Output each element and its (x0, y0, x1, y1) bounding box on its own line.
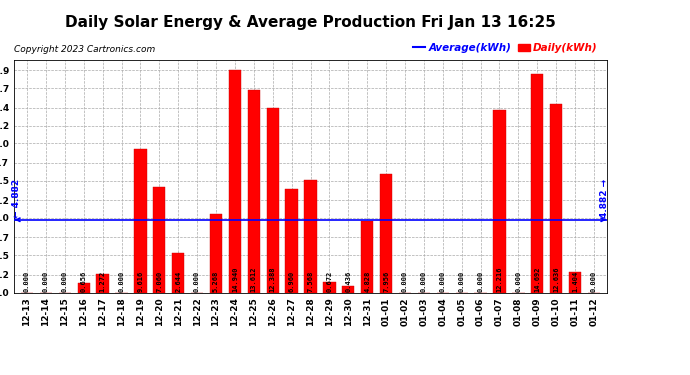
Bar (286, 189, 298, 292)
Text: 12.636: 12.636 (553, 266, 559, 292)
Bar (210, 214, 222, 292)
Text: 0.000: 0.000 (43, 270, 49, 292)
Bar (266, 108, 279, 292)
Text: ← 4.882: ← 4.882 (12, 179, 21, 218)
Bar (229, 70, 241, 292)
Text: 0.000: 0.000 (194, 270, 200, 292)
Bar (569, 272, 581, 292)
Text: 0.000: 0.000 (421, 270, 427, 292)
Bar (304, 180, 317, 292)
Text: 13.612: 13.612 (250, 266, 257, 292)
Bar (153, 187, 166, 292)
Bar (361, 220, 373, 292)
Text: 6.960: 6.960 (288, 270, 295, 292)
Text: 0.000: 0.000 (591, 270, 597, 292)
Bar (550, 104, 562, 292)
Text: 7.060: 7.060 (157, 270, 162, 292)
Bar (323, 282, 335, 292)
Text: 4.828: 4.828 (364, 270, 371, 292)
Bar (531, 74, 544, 292)
Bar (172, 253, 184, 292)
Bar (493, 110, 506, 292)
Text: 7.568: 7.568 (308, 270, 313, 292)
Text: 0.672: 0.672 (326, 270, 333, 292)
Text: 14.692: 14.692 (534, 266, 540, 292)
Bar (380, 174, 392, 292)
Text: 5.268: 5.268 (213, 270, 219, 292)
Text: 12.388: 12.388 (270, 266, 276, 292)
Text: 0.000: 0.000 (477, 270, 484, 292)
Text: 7.956: 7.956 (383, 270, 389, 292)
Bar (97, 273, 109, 292)
Text: 0.000: 0.000 (119, 270, 124, 292)
Text: 12.216: 12.216 (497, 266, 502, 292)
Bar (135, 149, 146, 292)
Text: Daily Solar Energy & Average Production Fri Jan 13 16:25: Daily Solar Energy & Average Production … (65, 15, 556, 30)
Text: 0.000: 0.000 (440, 270, 446, 292)
Text: 0.656: 0.656 (81, 270, 87, 292)
Text: 0.436: 0.436 (345, 270, 351, 292)
Text: 0.000: 0.000 (459, 270, 464, 292)
Text: 0.000: 0.000 (24, 270, 30, 292)
Text: 1.404: 1.404 (572, 270, 578, 292)
Text: 2.644: 2.644 (175, 270, 181, 292)
Bar (77, 283, 90, 292)
Text: 9.616: 9.616 (137, 270, 144, 292)
Text: 4.882 →: 4.882 → (600, 179, 609, 218)
Text: 1.272: 1.272 (99, 270, 106, 292)
Text: Copyright 2023 Cartronics.com: Copyright 2023 Cartronics.com (14, 45, 155, 54)
Text: 0.000: 0.000 (62, 270, 68, 292)
Text: 14.940: 14.940 (232, 266, 238, 292)
Text: 0.000: 0.000 (515, 270, 522, 292)
Legend: Average(kWh), Daily(kWh): Average(kWh), Daily(kWh) (408, 39, 602, 57)
Bar (248, 90, 260, 292)
Bar (342, 286, 355, 292)
Text: 0.000: 0.000 (402, 270, 408, 292)
